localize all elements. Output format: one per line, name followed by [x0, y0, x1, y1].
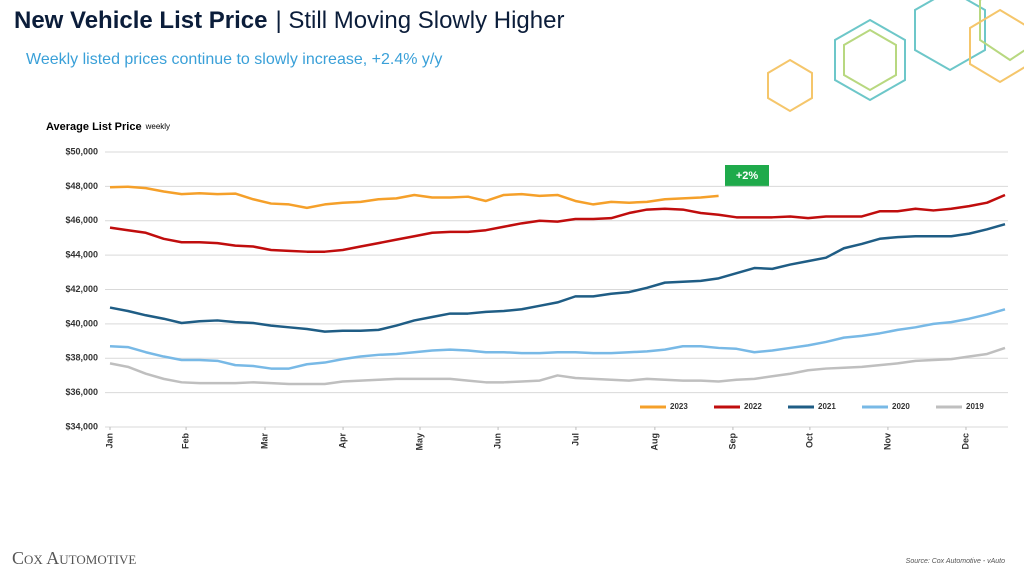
y-label-note: weekly: [145, 122, 170, 131]
x-tick-label: Feb: [180, 433, 190, 450]
logo: Cox Automotive: [12, 548, 136, 568]
legend-label: 2023: [670, 402, 688, 411]
x-tick-label: Sep: [727, 433, 737, 450]
y-axis-title: Average List Price weekly: [46, 121, 170, 133]
series-line: [109, 346, 1006, 386]
legend-label: 2022: [744, 402, 762, 411]
x-tick-label: Jan: [104, 433, 114, 449]
annotation: +2%: [736, 170, 759, 182]
x-tick-label: Dec: [960, 433, 970, 450]
y-tick-label: $44,000: [65, 250, 98, 260]
x-tick-label: Oct: [804, 433, 814, 448]
x-tick-label: Apr: [337, 433, 347, 449]
series-line: [109, 308, 1006, 370]
series-line: [109, 222, 1006, 333]
x-tick-label: Aug: [649, 433, 659, 451]
y-tick-label: $34,000: [65, 421, 98, 431]
x-tick-label: Jul: [570, 433, 580, 446]
legend-label: 2019: [966, 402, 984, 411]
annotation-box: [725, 165, 769, 187]
subtitle: Weekly listed prices continue to slowly …: [26, 51, 442, 68]
y-tick-label: $48,000: [65, 181, 98, 191]
chart-title: New Vehicle List Price | Still Moving Slo…: [14, 7, 564, 34]
y-label: Average List Price: [46, 121, 142, 133]
y-tick-label: $36,000: [65, 387, 98, 397]
x-tick-label: Jun: [492, 433, 502, 449]
y-tick-label: $46,000: [65, 215, 98, 225]
decoration: [767, 0, 1024, 113]
legend-label: 2021: [818, 402, 836, 411]
source: Source: Cox Automotive - vAuto: [906, 558, 1005, 565]
title-suffix: | Still Moving Slowly Higher: [275, 7, 564, 34]
y-tick-label: $42,000: [65, 284, 98, 294]
x-tick-label: Mar: [259, 433, 269, 450]
y-tick-label: $38,000: [65, 353, 98, 363]
title-main: New Vehicle List Price: [14, 7, 267, 34]
series-line: [109, 193, 1006, 253]
x-tick-label: May: [414, 433, 424, 451]
series-line: [109, 185, 719, 210]
legend-label: 2020: [892, 402, 910, 411]
x-tick-label: Nov: [882, 433, 892, 450]
y-tick-label: $50,000: [65, 146, 98, 156]
y-tick-label: $40,000: [65, 318, 98, 328]
plot: $34,000 $36,000 $38,000 $40,000 $42,000 $44,0…: [65, 146, 1008, 451]
